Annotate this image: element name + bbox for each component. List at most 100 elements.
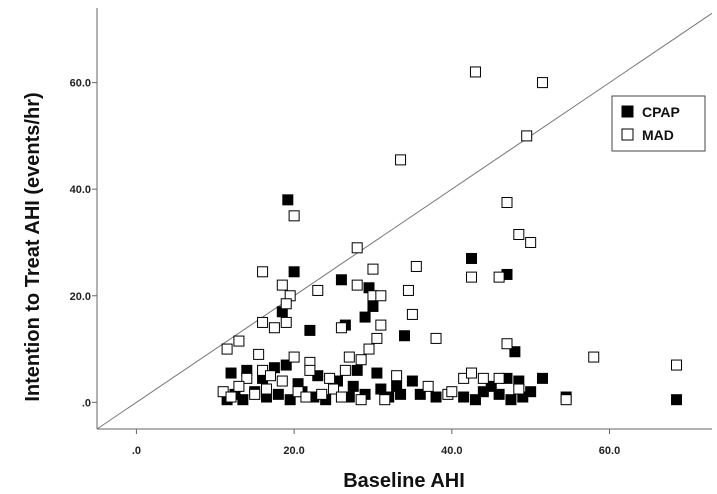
mad-point [280,316,292,328]
mad-point [261,383,273,395]
mad-point [324,372,336,384]
ticks-layer: .0 20.0 40.0 60.0 .0 20.0 40.0 60.0 [70,78,621,457]
mad-point [312,284,324,296]
cpap-point [288,266,300,278]
mad-point [225,391,237,403]
mad-point [280,298,292,310]
cpap-point [284,394,296,406]
mad-point [477,372,489,384]
cpap-point [237,394,249,406]
mad-point [513,383,525,395]
cpap-point [280,359,292,371]
cpap-point [282,194,294,206]
mad-point [339,364,351,376]
cpap-point [493,388,505,400]
mad-point [304,364,316,376]
cpap-point [430,391,442,403]
mad-point [351,242,363,254]
mad-point [257,316,269,328]
mad-point [493,372,505,384]
mad-point [253,348,265,360]
cpap-point [351,364,363,376]
axes-layer [96,8,712,430]
mad-point [525,236,537,248]
cpap-point [272,388,284,400]
cpap-point [509,346,521,358]
mad-point [221,343,233,355]
mad-point [493,271,505,283]
identity-reference-line [96,12,713,430]
mad-point [355,394,367,406]
mad-point [513,228,525,240]
cpap-point [399,330,410,342]
cpap-point [505,394,517,406]
legend-box [611,95,706,152]
cpap-point [359,311,371,323]
cpap-point [414,388,426,400]
points-layer [217,66,683,406]
mad-point [268,322,280,334]
x-axis-title: Baseline AHI [343,470,465,492]
y-tick-label: 20.0 [70,291,91,303]
mad-point [343,351,355,363]
x-tick-label: .0 [132,445,141,457]
mad-point [391,370,403,382]
mad-point [588,351,600,363]
cpap-point [304,324,316,336]
x-tick-label: 20.0 [283,445,304,457]
cpap-point [485,380,497,392]
series-mad [217,66,683,406]
mad-point [355,354,367,366]
mad-point [249,388,261,400]
mad-point [422,380,434,392]
mad-point [264,370,276,382]
cpap-point [536,372,548,384]
mad-point [328,383,340,395]
mad-point [363,343,375,355]
mad-point [375,319,387,331]
mad-point [371,332,383,344]
reference-line-layer [96,12,713,430]
cpap-point [395,388,407,400]
mad-point [671,359,683,371]
mad-point [288,351,300,363]
y-tick-label: 60.0 [70,78,91,90]
mad-point [446,386,458,398]
y-tick-label: .0 [82,397,91,409]
mad-point [288,210,300,222]
mad-point [466,271,478,283]
mad-point [335,391,347,403]
legend-cpap-label: CPAP [642,104,680,120]
mad-point [367,263,379,275]
x-tick-label: 40.0 [441,445,462,457]
cpap-point [347,380,359,392]
mad-point [395,154,407,166]
mad-point [560,394,572,406]
legend-cpap-marker [621,105,634,118]
mad-point [233,380,245,392]
mad-point [466,367,478,379]
mad-point [410,260,422,272]
legend: CPAP MAD [611,95,706,152]
cpap-point [469,394,481,406]
legend-mad-marker [621,128,634,141]
mad-point [276,375,288,387]
cpap-point [375,383,387,395]
mad-point [521,130,533,142]
mad-point [351,279,363,291]
mad-point [402,284,414,296]
cpap-point [671,394,683,406]
cpap-point [225,367,237,379]
y-tick-label: 40.0 [70,184,91,196]
mad-point [241,372,253,384]
legend-mad-label: MAD [642,127,674,143]
mad-point [335,322,347,334]
cpap-point [458,391,470,403]
cpap-point [335,274,347,286]
cpap-point [525,386,537,398]
mad-point [233,335,245,347]
mad-point [536,77,548,89]
mad-point [316,388,328,400]
mad-point [276,279,288,291]
